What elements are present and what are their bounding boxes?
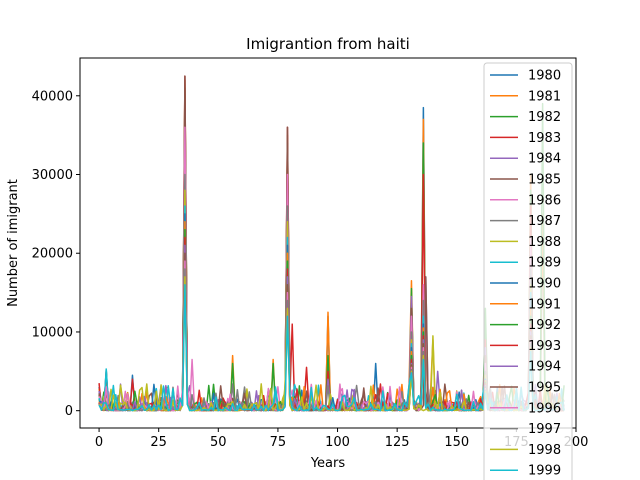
y-axis: 0 10000 20000 30000 40000 [32, 89, 80, 419]
x-tick-label: 75 [270, 435, 287, 450]
legend-label-1984: 1984 [528, 152, 561, 167]
x-tick-label: 25 [150, 435, 167, 450]
legend-label-1998: 1998 [528, 443, 561, 458]
legend-label-1992: 1992 [528, 318, 561, 333]
legend-label-1999: 1999 [528, 464, 561, 479]
legend-label-1988: 1988 [528, 235, 561, 250]
legend-label-1995: 1995 [528, 381, 561, 396]
legend-label-1989: 1989 [528, 256, 561, 271]
legend-label-1982: 1982 [528, 110, 561, 125]
y-tick-label: 40000 [32, 89, 73, 104]
legend-label-1981: 1981 [528, 89, 561, 104]
chart-title: Imigrantion from haiti [246, 35, 410, 53]
legend-box [483, 62, 573, 480]
legend-label-1987: 1987 [528, 214, 561, 229]
y-tick-label: 10000 [32, 325, 73, 340]
x-axis-label: Years [310, 456, 346, 471]
x-tick-label: 0 [95, 435, 103, 450]
x-tick-label: 150 [444, 435, 469, 450]
legend-label-1991: 1991 [528, 297, 561, 312]
legend-label-1993: 1993 [528, 339, 561, 354]
legend-label-1997: 1997 [528, 422, 561, 437]
legend-label-1986: 1986 [528, 193, 561, 208]
x-tick-label: 125 [385, 435, 410, 450]
x-tick-label: 50 [210, 435, 227, 450]
legend-label-1983: 1983 [528, 131, 561, 146]
legend-label-1996: 1996 [528, 401, 561, 416]
y-tick-label: 20000 [32, 247, 73, 262]
legend-label-1994: 1994 [528, 360, 561, 375]
plot-frame [79, 57, 577, 429]
y-tick-label: 30000 [32, 168, 73, 183]
legend: 1980 1981 1982 1983 1984 1985 1986 1987 1988 1989… [483, 62, 573, 480]
y-axis-label: Number of imigrant [6, 179, 21, 307]
legend-label-1980: 1980 [528, 69, 561, 84]
legend-label-1985: 1985 [528, 173, 561, 188]
y-tick-label: 0 [65, 404, 73, 419]
x-tick-label: 100 [325, 435, 350, 450]
legend-label-1990: 1990 [528, 277, 561, 292]
